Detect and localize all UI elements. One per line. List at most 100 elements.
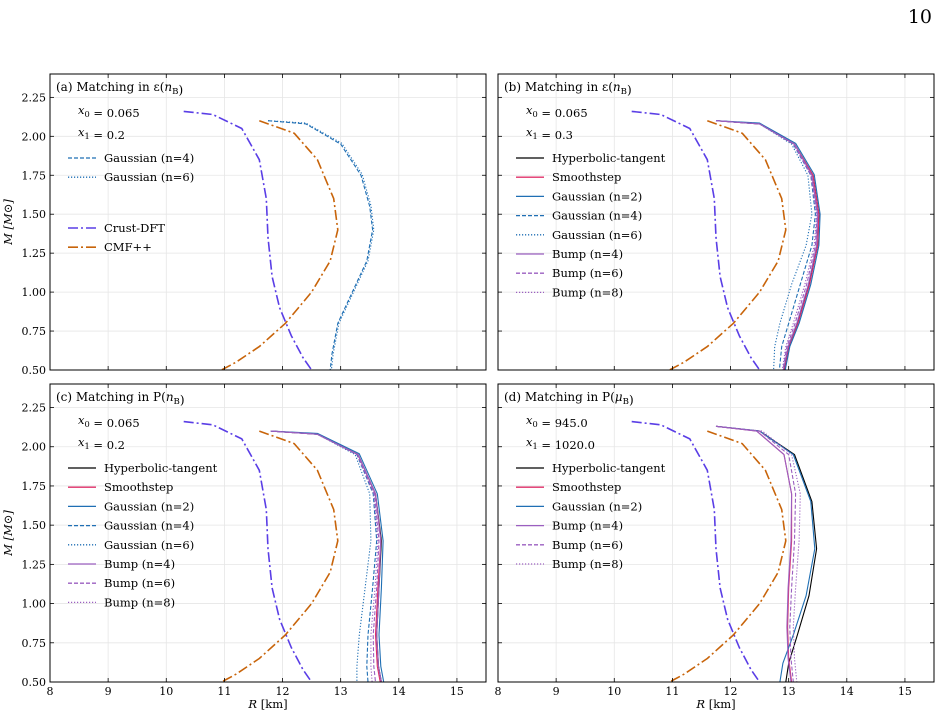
x-tick-label: 12 — [724, 685, 738, 698]
legend-label: Smoothstep — [552, 480, 621, 494]
x-tick-label: 13 — [782, 685, 796, 698]
y-tick-label: 1.50 — [22, 519, 47, 532]
y-axis-label: M [M⊙] — [1, 199, 15, 246]
legend-label: Gaussian (n=2) — [552, 499, 642, 513]
y-tick-label: 2.00 — [22, 130, 47, 143]
x-axis-label: R [km] — [695, 697, 735, 711]
legend-label: Bump (n=8) — [552, 557, 623, 571]
legend-label: Gaussian (n=4) — [104, 151, 194, 165]
x-tick-label: 15 — [450, 685, 464, 698]
panel-param: x0 = 945.0 — [526, 413, 588, 430]
legend-label: Gaussian (n=6) — [104, 170, 194, 184]
panel-title: (b) Matching in ε(nB) — [504, 80, 632, 97]
series-line-crust-dft — [183, 110, 313, 370]
panel-d: 8 9 10 11 12 13 14 15 R [km] (d) Matching in P(μB… — [495, 383, 935, 711]
panel-param: x0 = 0.065 — [78, 413, 140, 430]
legend-label: Bump (n=4) — [552, 247, 623, 261]
series-line-cmf- — [669, 430, 787, 682]
panel-title: (c) Matching in P(nB) — [56, 390, 185, 407]
series-line-crust-dft — [631, 110, 761, 370]
legend-label: Bump (n=4) — [104, 557, 175, 571]
plot-frame — [49, 383, 487, 683]
y-tick-label: 2.00 — [22, 441, 47, 454]
y-tick-label: 1.50 — [22, 208, 47, 221]
panel-title: (a) Matching in ε(nB) — [56, 80, 183, 97]
y-tick-label: 1.00 — [22, 598, 47, 611]
legend-label: Gaussian (n=6) — [104, 538, 194, 552]
x-tick-label: 11 — [665, 685, 679, 698]
x-tick-label: 9 — [105, 685, 112, 698]
y-tick-label: 1.75 — [22, 480, 47, 493]
legend-label: Hyperbolic-tangent — [104, 461, 218, 475]
panel-param: x1 = 1020.0 — [526, 435, 595, 452]
panel-param: x1 = 0.2 — [78, 125, 125, 142]
x-tick-label: 13 — [334, 685, 348, 698]
series-line-bump-n-6- — [270, 430, 380, 682]
y-axis-label: M [M⊙] — [1, 510, 15, 557]
legend-label: Crust-DFT — [104, 221, 165, 235]
legend-label: Gaussian (n=2) — [104, 499, 194, 513]
legend-label: CMF++ — [104, 240, 152, 254]
y-tick-label: 0.50 — [22, 676, 47, 689]
legend-label: Smoothstep — [104, 480, 173, 494]
panel-param: x0 = 0.065 — [526, 103, 588, 120]
series-line-gaussian-n-4- — [267, 120, 374, 370]
series-line-cmf- — [221, 119, 339, 370]
legend-label: Bump (n=6) — [104, 576, 175, 590]
series-line-bump-n-4- — [715, 425, 793, 682]
series-line-gaussian-n-2- — [715, 120, 821, 370]
legend-label: Bump (n=6) — [552, 266, 623, 280]
y-tick-label: 1.75 — [22, 169, 47, 182]
y-tick-label: 0.75 — [22, 637, 47, 650]
series-line-crust-dft — [631, 420, 761, 682]
x-tick-label: 15 — [898, 685, 912, 698]
legend-label: Bump (n=8) — [552, 285, 623, 299]
legend-label: Gaussian (n=4) — [104, 519, 194, 533]
legend-label: Gaussian (n=6) — [552, 228, 642, 242]
legend-label: Smoothstep — [552, 170, 621, 184]
panel-c: 8 9 10 11 12 13 14 15 0.50 0.75 1.00 1.25 1.50 1.75 2.… — [1, 383, 487, 711]
x-tick-label: 9 — [553, 685, 560, 698]
x-tick-label: 8 — [47, 685, 54, 698]
y-tick-label: 0.75 — [22, 325, 47, 338]
series-line-gaussian-n-6- — [267, 120, 375, 370]
y-tick-label: 2.25 — [22, 402, 47, 415]
panel-param: x1 = 0.3 — [526, 125, 573, 142]
series-line-hyperbolic-tangent — [715, 425, 818, 682]
series-line-cmf- — [669, 119, 787, 370]
legend-label: Bump (n=8) — [104, 595, 175, 609]
x-tick-label: 10 — [607, 685, 621, 698]
series-line-bump-n-4- — [715, 120, 819, 370]
x-tick-label: 10 — [159, 685, 173, 698]
panel-param: x0 = 0.065 — [78, 103, 140, 120]
panel-title: (d) Matching in P(μB) — [504, 390, 634, 407]
series-line-smoothstep — [715, 425, 793, 682]
plot-frame — [49, 73, 487, 371]
series-line-gaussian-n-2- — [270, 430, 385, 682]
legend-label: Gaussian (n=4) — [552, 209, 642, 223]
legend-label: Hyperbolic-tangent — [552, 151, 666, 165]
series-line-bump-n-8- — [270, 430, 379, 682]
plot-frame — [497, 73, 935, 371]
x-tick-label: 14 — [840, 685, 854, 698]
series-line-bump-n-8- — [715, 425, 801, 682]
series-line-gaussian-n-2- — [715, 425, 816, 682]
y-tick-label: 1.25 — [22, 558, 47, 571]
legend-label: Bump (n=4) — [552, 519, 623, 533]
series-line-gaussian-n-6- — [715, 120, 813, 370]
series-line-smoothstep — [715, 120, 820, 370]
x-tick-label: 12 — [276, 685, 290, 698]
series-line-gaussian-n-6- — [270, 430, 372, 682]
panel-b: (b) Matching in ε(nB) x0 = 0.065 x1 = 0.3 H… — [497, 73, 935, 371]
y-tick-label: 1.25 — [22, 247, 47, 260]
x-tick-label: 8 — [495, 685, 502, 698]
series-line-bump-n-6- — [715, 120, 818, 370]
series-line-bump-n-8- — [715, 120, 818, 370]
plot-frame — [497, 383, 935, 683]
series-line-bump-n-6- — [715, 425, 797, 682]
y-tick-label: 2.25 — [22, 91, 47, 104]
panel-param: x1 = 0.2 — [78, 435, 125, 452]
series-line-cmf- — [221, 430, 339, 682]
legend-label: Bump (n=6) — [552, 538, 623, 552]
